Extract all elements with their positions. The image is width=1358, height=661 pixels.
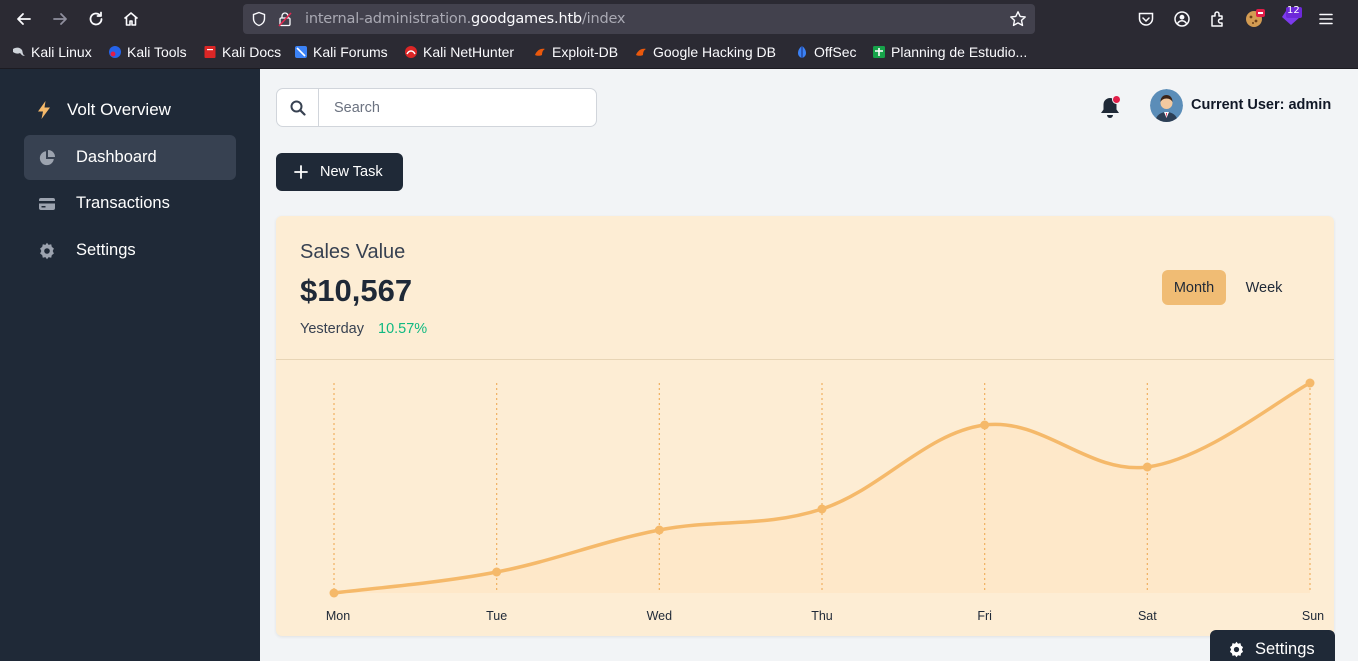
gear-icon bbox=[1229, 641, 1244, 657]
sidebar-item-dashboard[interactable]: Dashboard bbox=[24, 135, 236, 180]
brand-label: Volt Overview bbox=[67, 100, 171, 119]
bookmarks-bar: Kali Linux Kali Tools Kali Docs Kali For… bbox=[0, 38, 1358, 69]
exploit-db-icon bbox=[535, 48, 545, 56]
extensions-icon[interactable] bbox=[1209, 10, 1227, 33]
kali-docs-icon bbox=[204, 46, 216, 58]
bookmark-label: Planning de Estudio... bbox=[891, 44, 1028, 60]
period-label: Yesterday bbox=[300, 321, 364, 337]
month-toggle-button[interactable]: Month bbox=[1162, 270, 1226, 305]
shield-icon[interactable] bbox=[251, 11, 267, 32]
chart-area bbox=[334, 383, 1310, 593]
pocket-icon[interactable] bbox=[1137, 10, 1155, 33]
data-point-sun[interactable] bbox=[1305, 378, 1315, 388]
home-icon[interactable] bbox=[119, 7, 143, 31]
kali-dragon-icon bbox=[13, 47, 25, 56]
notification-dot bbox=[1112, 95, 1121, 104]
cookie-extension-icon[interactable] bbox=[1244, 7, 1266, 34]
forward-icon[interactable] bbox=[48, 7, 72, 31]
kali-tools-icon bbox=[109, 46, 121, 58]
bookmark-kali-docs[interactable]: Kali Docs bbox=[203, 44, 281, 60]
data-point-tue[interactable] bbox=[492, 567, 502, 577]
sales-value-card: Sales Value $10,567 Yesterday 10.57% Mon… bbox=[276, 216, 1334, 636]
bookmark-offsec[interactable]: OffSec bbox=[795, 44, 857, 60]
url-host: goodgames.htb bbox=[471, 11, 582, 27]
lightning-icon bbox=[38, 101, 50, 119]
data-point-sat[interactable] bbox=[1142, 462, 1152, 472]
sidebar-item-settings[interactable]: Settings bbox=[24, 228, 236, 273]
search-box bbox=[276, 88, 597, 127]
sidebar-item-transactions[interactable]: Transactions bbox=[24, 181, 236, 226]
bookmark-label: Kali Tools bbox=[127, 44, 187, 60]
account-icon[interactable] bbox=[1173, 10, 1191, 33]
ghdb-icon bbox=[636, 48, 646, 56]
sidebar-item-label: Dashboard bbox=[76, 148, 157, 166]
x-tick-label: Sun bbox=[1302, 609, 1324, 623]
card-title: Sales Value bbox=[300, 241, 406, 263]
settings-label: Settings bbox=[1255, 639, 1315, 658]
change-percent: 10.57% bbox=[378, 321, 428, 337]
x-tick-label: Tue bbox=[486, 609, 507, 623]
extension-badge-icon[interactable]: 12 bbox=[1280, 5, 1302, 34]
reload-icon[interactable] bbox=[84, 7, 108, 31]
sales-chart: Mon Tue Wed Thu Fri Sat Sun bbox=[326, 378, 1324, 623]
extension-badge-count: 12 bbox=[1287, 5, 1300, 16]
data-point-fri[interactable] bbox=[980, 420, 990, 430]
sales-value: $10,567 bbox=[300, 273, 413, 308]
sheets-icon bbox=[873, 46, 885, 58]
url-bar[interactable]: internal-administration.goodgames.htb/in… bbox=[243, 4, 1035, 34]
bookmark-label: Google Hacking DB bbox=[653, 44, 776, 60]
bookmark-planning[interactable]: Planning de Estudio... bbox=[872, 44, 1027, 60]
sidebar-item-label: Transactions bbox=[76, 194, 170, 212]
bookmark-label: Kali Forums bbox=[313, 44, 388, 60]
bookmark-exploit-db[interactable]: Exploit-DB bbox=[533, 44, 618, 60]
search-icon[interactable] bbox=[277, 89, 319, 126]
pie-chart-icon bbox=[36, 149, 58, 167]
search-input[interactable] bbox=[320, 89, 596, 126]
url-text[interactable]: internal-administration.goodgames.htb/in… bbox=[305, 11, 625, 27]
x-tick-label: Sat bbox=[1138, 609, 1157, 623]
nethunter-icon bbox=[405, 46, 417, 58]
bookmark-kali-tools[interactable]: Kali Tools bbox=[108, 44, 187, 60]
bookmark-label: Kali NetHunter bbox=[423, 44, 515, 60]
x-tick-label: Mon bbox=[326, 609, 350, 623]
bookmark-label: Kali Docs bbox=[222, 44, 282, 60]
new-task-label: New Task bbox=[320, 164, 383, 180]
avatar[interactable] bbox=[1150, 89, 1183, 122]
current-user-label[interactable]: Current User: admin bbox=[1191, 97, 1332, 113]
sidebar-item-label: Settings bbox=[76, 241, 136, 259]
bookmark-kali-forums[interactable]: Kali Forums bbox=[294, 44, 388, 60]
bookmark-google-hacking-db[interactable]: Google Hacking DB bbox=[634, 44, 776, 60]
back-icon[interactable] bbox=[12, 7, 36, 31]
sidebar-brand[interactable]: Volt Overview bbox=[36, 100, 171, 120]
gear-icon bbox=[36, 242, 58, 260]
url-prefix: internal-administration. bbox=[305, 11, 471, 27]
floating-settings-button[interactable]: Settings bbox=[1210, 630, 1335, 661]
url-path: /index bbox=[581, 11, 626, 27]
star-icon[interactable] bbox=[1009, 10, 1027, 33]
lock-warning-icon[interactable] bbox=[277, 11, 293, 32]
browser-toolbar: internal-administration.goodgames.htb/in… bbox=[0, 0, 1358, 38]
kali-forums-icon bbox=[295, 46, 307, 58]
data-point-mon[interactable] bbox=[329, 588, 339, 598]
bookmark-label: Exploit-DB bbox=[552, 44, 619, 60]
offsec-icon bbox=[798, 46, 806, 58]
menu-icon[interactable] bbox=[1317, 10, 1335, 33]
bookmark-label: OffSec bbox=[814, 44, 857, 60]
bookmark-kali-nethunter[interactable]: Kali NetHunter bbox=[404, 44, 514, 60]
plus-icon bbox=[294, 165, 308, 179]
data-point-wed[interactable] bbox=[654, 525, 664, 535]
week-toggle-button[interactable]: Week bbox=[1234, 270, 1294, 305]
sidebar: Volt Overview Dashboard Transactions Set… bbox=[0, 69, 260, 661]
new-task-button[interactable]: New Task bbox=[276, 153, 403, 191]
x-tick-label: Wed bbox=[647, 609, 673, 623]
data-point-thu[interactable] bbox=[817, 504, 827, 514]
bookmark-kali-linux[interactable]: Kali Linux bbox=[12, 44, 92, 60]
card-divider bbox=[276, 359, 1334, 360]
credit-card-icon bbox=[36, 196, 58, 212]
bookmark-label: Kali Linux bbox=[31, 44, 92, 60]
x-tick-label: Thu bbox=[811, 609, 833, 623]
x-tick-label: Fri bbox=[977, 609, 992, 623]
